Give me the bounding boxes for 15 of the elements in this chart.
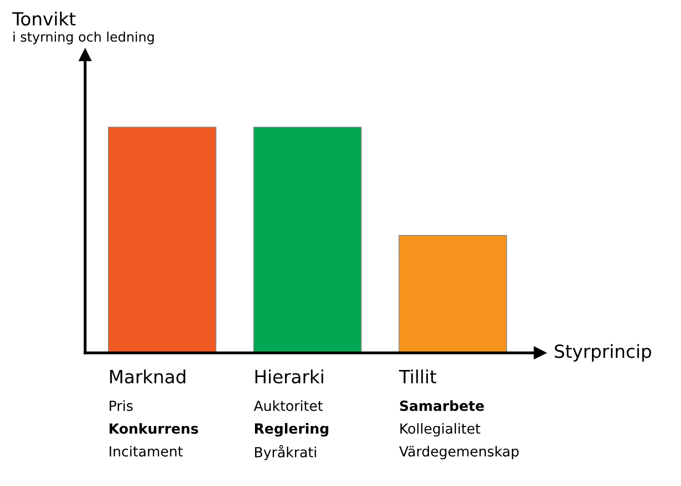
text: Byråkrati xyxy=(255,445,316,460)
text: Konkurrens xyxy=(110,423,198,434)
text: Kollegialitet xyxy=(400,423,480,437)
text: Auktoritet xyxy=(254,400,323,412)
x-tick-label: Marknad xyxy=(110,370,186,384)
text: Reglering xyxy=(254,423,328,437)
chart-subtitle: i styrning och ledning xyxy=(14,32,154,44)
x-tick-label: Tillit xyxy=(399,370,436,384)
x-tick-label: Hierarki xyxy=(255,370,324,384)
text: Värdegemenskap xyxy=(399,446,519,460)
text: Samarbete xyxy=(400,400,484,412)
x-axis-title: Styrprincip xyxy=(554,344,652,362)
text: Incitament xyxy=(110,446,183,457)
text: Pris xyxy=(110,400,133,412)
chart-title: Tonvikt xyxy=(12,12,76,26)
